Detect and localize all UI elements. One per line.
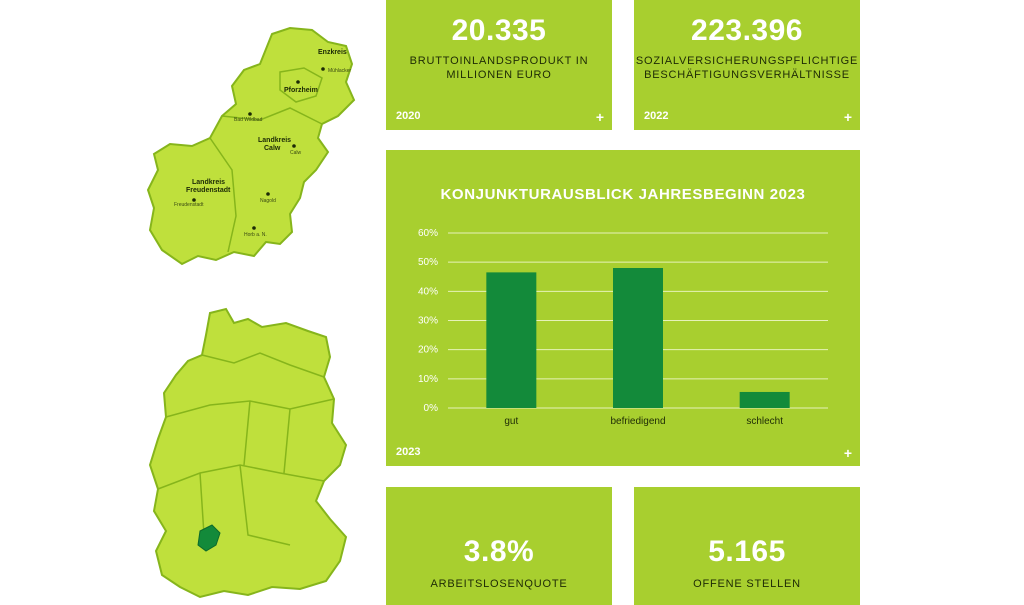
map-town-freudenstadt: Freudenstadt — [174, 202, 204, 208]
chart-card: KONJUNKTURAUSBLICK JAHRESBEGINN 2023 0% 1… — [386, 150, 860, 466]
chart-expand-icon[interactable]: + — [843, 445, 852, 461]
gdp-caption-line2: MILLIONEN EURO — [446, 69, 552, 81]
chart-year: 2023 — [396, 446, 421, 458]
map-town-horb: Horb a. N. — [244, 232, 267, 238]
region-map: Enzkreis Mühlacker Pforzheim Bad Wildbad… — [146, 26, 356, 266]
germany-map — [148, 307, 348, 599]
map-label-landkreis-calw-1: Landkreis — [258, 137, 291, 144]
bar-chart: 0% 10% 20% 30% 40% 50% 60% gut befriedigend schle… — [418, 228, 828, 427]
chart-title: KONJUNKTURAUSBLICK JAHRESBEGINN 2023 — [440, 186, 806, 203]
x-tick-label-befriedigend: befriedigend — [610, 416, 665, 427]
employment-caption: SOZIALVERSICHERUNGSPFLICHTIGE BESCHÄFTIG… — [634, 54, 860, 82]
employment-value: 223.396 — [691, 14, 803, 47]
map-label-pforzheim: Pforzheim — [284, 87, 318, 94]
y-tick-label: 0% — [424, 403, 439, 414]
y-tick-label: 30% — [418, 316, 438, 327]
region-map-shape — [146, 26, 356, 266]
employment-year: 2022 — [644, 110, 669, 122]
gdp-caption: BRUTTOINLANDSPRODUKT IN MILLIONEN EURO — [386, 54, 612, 82]
y-tick-label: 40% — [418, 286, 438, 297]
open-positions-value: 5.165 — [708, 535, 786, 568]
x-tick-label-gut: gut — [504, 416, 518, 427]
open-positions-caption: OFFENE STELLEN — [693, 578, 801, 590]
map-town-muehlacker: Mühlacker — [328, 68, 351, 74]
map-label-landkreis-fds-1: Landkreis — [192, 179, 225, 186]
unemployment-value: 3.8% — [463, 535, 535, 568]
map-town-calw: Calw — [290, 150, 302, 156]
x-tick-label-schlecht: schlecht — [746, 416, 783, 427]
employment-caption-line2: BESCHÄFTIGUNGSVERHÄLTNISSE — [644, 69, 850, 81]
bar-schlecht — [739, 391, 790, 408]
map-town-bad-wildbad: Bad Wildbad — [234, 117, 263, 123]
employment-expand-icon[interactable]: + — [843, 109, 852, 125]
employment-card: 223.396 SOZIALVERSICHERUNGSPFLICHTIGE BE… — [634, 0, 860, 130]
unemployment-caption: ARBEITSLOSENQUOTE — [430, 578, 568, 590]
unemployment-card: 3.8% ARBEITSLOSENQUOTE — [386, 487, 612, 605]
bar-befriedigend — [613, 268, 663, 408]
germany-map-region-highlight — [197, 524, 221, 552]
open-positions-card: 5.165 OFFENE STELLEN — [634, 487, 860, 605]
map-label-enzkreis: Enzkreis — [318, 49, 347, 56]
gdp-expand-icon[interactable]: + — [595, 109, 604, 125]
gdp-card: 20.335 BRUTTOINLANDSPRODUKT IN MILLIONEN… — [386, 0, 612, 130]
y-tick-label: 50% — [418, 257, 438, 268]
y-tick-label: 60% — [418, 228, 438, 239]
map-label-landkreis-calw-2: Calw — [264, 145, 281, 152]
gdp-year: 2020 — [396, 110, 421, 122]
y-tick-label: 10% — [418, 374, 438, 385]
map-label-landkreis-fds-2: Freudenstadt — [186, 187, 231, 194]
y-tick-label: 20% — [418, 345, 438, 356]
map-town-nagold: Nagold — [260, 198, 276, 204]
employment-caption-line1: SOZIALVERSICHERUNGSPFLICHTIGE — [635, 55, 859, 67]
maps-column: Enzkreis Mühlacker Pforzheim Bad Wildbad… — [140, 0, 370, 605]
gdp-caption-line1: BRUTTOINLANDSPRODUKT IN — [409, 55, 589, 67]
bar-gut — [486, 272, 537, 408]
gdp-value: 20.335 — [451, 14, 547, 47]
germany-map-shape — [148, 307, 348, 599]
